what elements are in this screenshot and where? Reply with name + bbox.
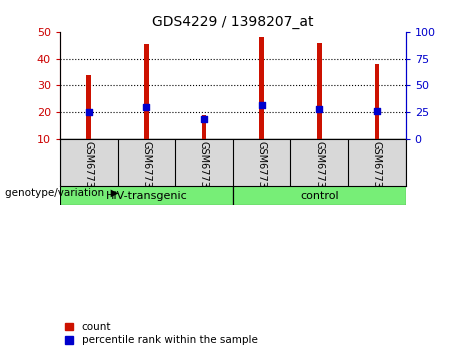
Point — [373, 108, 381, 114]
Point — [85, 109, 92, 115]
Text: GSM677395: GSM677395 — [372, 141, 382, 200]
Text: GSM677393: GSM677393 — [257, 141, 266, 200]
Text: HIV-transgenic: HIV-transgenic — [106, 191, 187, 201]
Bar — [60, 186, 233, 205]
Text: GSM677390: GSM677390 — [84, 141, 94, 200]
Bar — [317, 42, 321, 139]
Bar — [86, 75, 91, 139]
Point — [258, 103, 266, 108]
Point — [200, 116, 207, 122]
Text: GSM677392: GSM677392 — [199, 141, 209, 200]
Text: control: control — [300, 191, 338, 201]
Point — [315, 107, 323, 112]
Bar — [259, 37, 264, 139]
Text: GSM677394: GSM677394 — [314, 141, 324, 200]
Bar — [374, 64, 379, 139]
Legend: count, percentile rank within the sample: count, percentile rank within the sample — [65, 322, 258, 345]
Bar — [201, 115, 206, 139]
Title: GDS4229 / 1398207_at: GDS4229 / 1398207_at — [152, 16, 313, 29]
Text: GSM677391: GSM677391 — [142, 141, 151, 200]
Bar — [233, 186, 406, 205]
Point — [142, 104, 150, 110]
Bar — [144, 44, 148, 139]
Text: genotype/variation  ▶: genotype/variation ▶ — [5, 188, 118, 198]
